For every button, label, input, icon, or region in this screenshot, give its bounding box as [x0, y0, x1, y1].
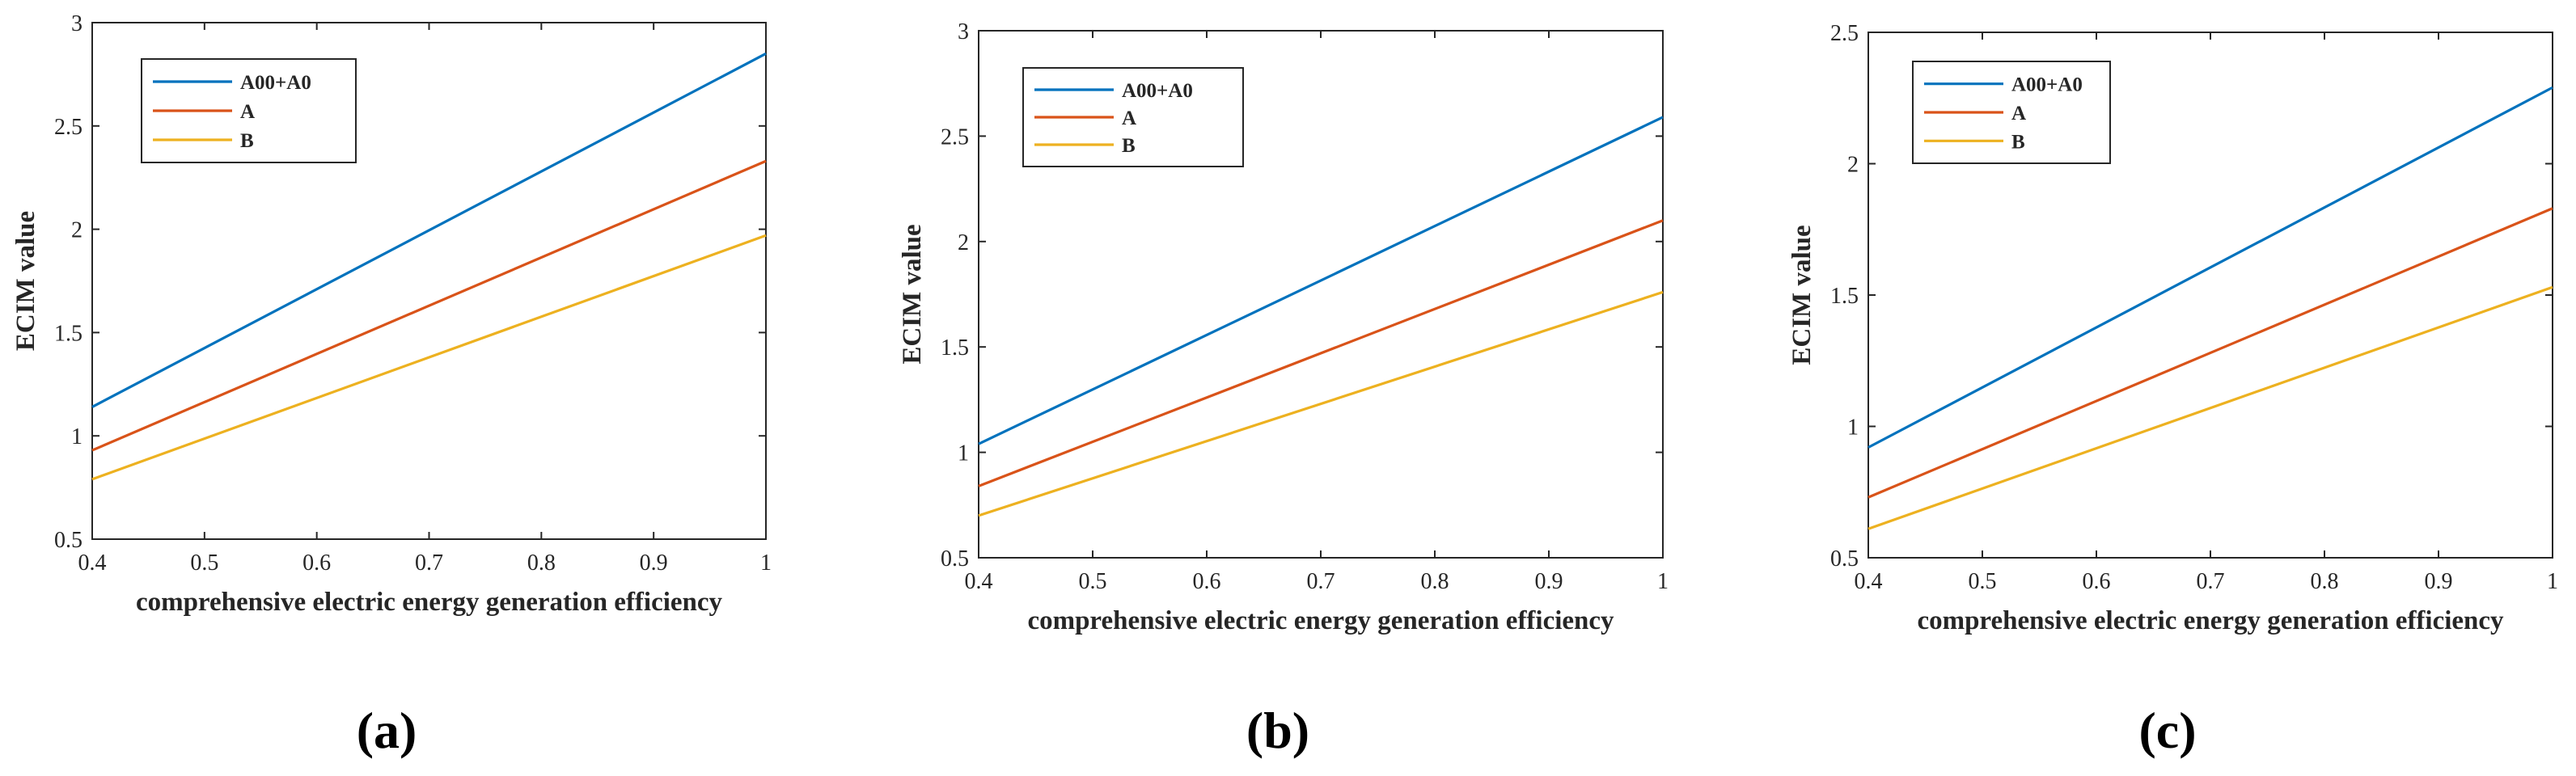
x-axis-label: comprehensive electric energy generation… [136, 588, 723, 617]
x-tick-label: 1 [760, 550, 772, 576]
y-tick-label: 2.5 [1830, 21, 1859, 46]
x-tick-label: 0.4 [965, 569, 993, 594]
y-tick-label: 1.5 [941, 335, 969, 361]
x-tick-label: 0.4 [1855, 569, 1883, 594]
y-axis-label: ECIM value [898, 224, 927, 364]
x-tick-label: 0.5 [190, 550, 218, 576]
x-tick-label: 0.5 [1079, 569, 1107, 594]
y-tick-label: 2.5 [941, 124, 969, 150]
x-tick-label: 0.9 [2425, 569, 2453, 594]
y-tick-label: 1.5 [1830, 284, 1859, 309]
y-tick-label: 1 [1847, 415, 1859, 441]
y-axis-label: ECIM value [1787, 225, 1817, 365]
legend: A00+A0 AB [1912, 61, 2111, 164]
x-tick-label: 0.6 [1193, 569, 1221, 594]
y-tick-label: 2 [958, 230, 969, 255]
x-tick-label: 0.7 [1307, 569, 1335, 594]
series-line-a [1867, 207, 2553, 499]
y-tick-label: 1 [71, 424, 82, 449]
x-tick-label: 0.9 [1535, 569, 1563, 594]
legend-entry-label: A00+A0 [1122, 80, 1193, 102]
y-tick-label: 1 [958, 441, 969, 466]
x-axis-label: comprehensive electric energy generation… [1027, 606, 1614, 635]
legend-entry-label: A [2011, 103, 2026, 124]
x-tick-label: 0.7 [415, 550, 443, 576]
y-tick-label: 0.5 [1830, 546, 1859, 571]
x-tick-label: 1 [1657, 569, 1669, 594]
x-tick-label: 0.6 [2083, 569, 2111, 594]
legend-entry-label: A [240, 101, 255, 123]
x-tick-label: 1 [2547, 569, 2558, 594]
series-line-a [978, 219, 1664, 487]
panel-label: (c) [2138, 702, 2196, 759]
chart-panel-2: 0.4 0.5 0.6 0.7 0.8 0.9 10.511.522.53comprehen… [898, 19, 1669, 759]
x-tick-label: 0.7 [2197, 569, 2225, 594]
legend-entry-label: A [1122, 108, 1136, 129]
legend-entry-label: B [240, 130, 254, 152]
x-tick-label: 0.8 [527, 550, 556, 576]
legend-entry-label: A00+A0 [240, 72, 311, 94]
series-line-a00-a0 [91, 52, 767, 408]
x-tick-label: 0.4 [78, 550, 107, 576]
x-axis-label: comprehensive electric energy generation… [1917, 606, 2504, 635]
x-tick-label: 0.5 [1969, 569, 1997, 594]
y-tick-label: 1.5 [54, 321, 82, 346]
y-tick-label: 0.5 [941, 546, 969, 571]
legend-entry-label: A00+A0 [2011, 74, 2083, 96]
series-line-b [91, 234, 767, 481]
y-tick-label: 3 [71, 11, 82, 36]
series-line-a00-a0 [1867, 86, 2553, 449]
series-line-a00-a0 [978, 116, 1664, 445]
legend: A00+A0 AB [1022, 67, 1244, 167]
x-tick-label: 0.6 [302, 550, 331, 576]
y-axis-label: ECIM value [11, 211, 40, 351]
panel-label: (b) [1246, 702, 1309, 759]
series-line-a [91, 159, 767, 452]
series-line-b [978, 290, 1664, 517]
series-line-b [1867, 285, 2553, 530]
legend: A00+A0 AB [141, 58, 357, 163]
y-tick-label: 2 [1847, 153, 1859, 178]
panel-label: (a) [357, 702, 417, 759]
x-tick-label: 0.8 [2311, 569, 2339, 594]
y-tick-label: 3 [958, 19, 969, 44]
chart-panel-1: 0.4 0.5 0.6 0.7 0.8 0.9 10.511.522.53comprehen… [11, 11, 772, 759]
x-tick-label: 0.8 [1421, 569, 1449, 594]
chart-panel-3: 0.4 0.5 0.6 0.7 0.8 0.9 10.511.522.5comprehens… [1787, 21, 2558, 759]
x-tick-label: 0.9 [640, 550, 668, 576]
legend-entry-label: B [1122, 135, 1136, 157]
y-tick-label: 0.5 [54, 528, 82, 553]
legend-entry-label: B [2011, 131, 2025, 153]
y-tick-label: 2.5 [54, 115, 82, 140]
y-tick-label: 2 [71, 218, 82, 243]
